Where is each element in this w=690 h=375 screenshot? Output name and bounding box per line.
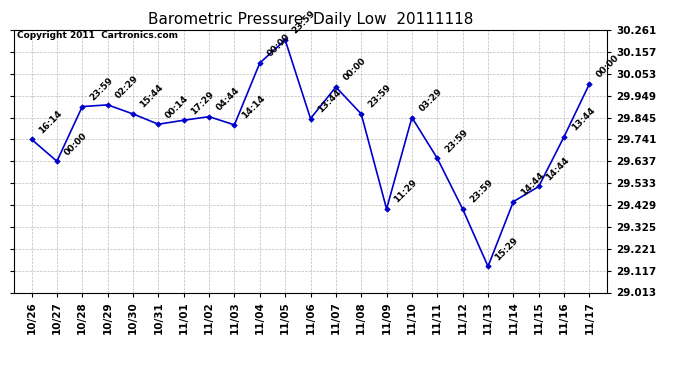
Text: 23:59: 23:59 bbox=[290, 9, 317, 36]
Text: 23:59: 23:59 bbox=[443, 128, 469, 154]
Text: 14:44: 14:44 bbox=[544, 156, 571, 182]
Text: Copyright 2011  Cartronics.com: Copyright 2011 Cartronics.com bbox=[17, 32, 178, 40]
Text: 04:44: 04:44 bbox=[215, 86, 242, 112]
Text: 17:29: 17:29 bbox=[189, 89, 216, 116]
Text: 00:00: 00:00 bbox=[266, 33, 292, 59]
Text: 00:14: 00:14 bbox=[164, 93, 190, 120]
Text: 23:59: 23:59 bbox=[367, 83, 393, 110]
Text: 00:00: 00:00 bbox=[595, 53, 621, 80]
Text: 02:29: 02:29 bbox=[113, 74, 140, 101]
Text: 14:44: 14:44 bbox=[519, 171, 546, 198]
Text: 16:14: 16:14 bbox=[37, 108, 63, 135]
Text: 11:29: 11:29 bbox=[392, 178, 419, 205]
Title: Barometric Pressure  Daily Low  20111118: Barometric Pressure Daily Low 20111118 bbox=[148, 12, 473, 27]
Text: 13:44: 13:44 bbox=[316, 88, 343, 114]
Text: 15:29: 15:29 bbox=[493, 236, 520, 262]
Text: 00:00: 00:00 bbox=[342, 57, 368, 83]
Text: 03:29: 03:29 bbox=[417, 87, 444, 113]
Text: 15:44: 15:44 bbox=[139, 83, 166, 110]
Text: 13:44: 13:44 bbox=[570, 106, 596, 132]
Text: 23:59: 23:59 bbox=[469, 178, 495, 205]
Text: 14:14: 14:14 bbox=[240, 94, 267, 121]
Text: 23:59: 23:59 bbox=[88, 76, 115, 102]
Text: 00:00: 00:00 bbox=[63, 131, 89, 157]
